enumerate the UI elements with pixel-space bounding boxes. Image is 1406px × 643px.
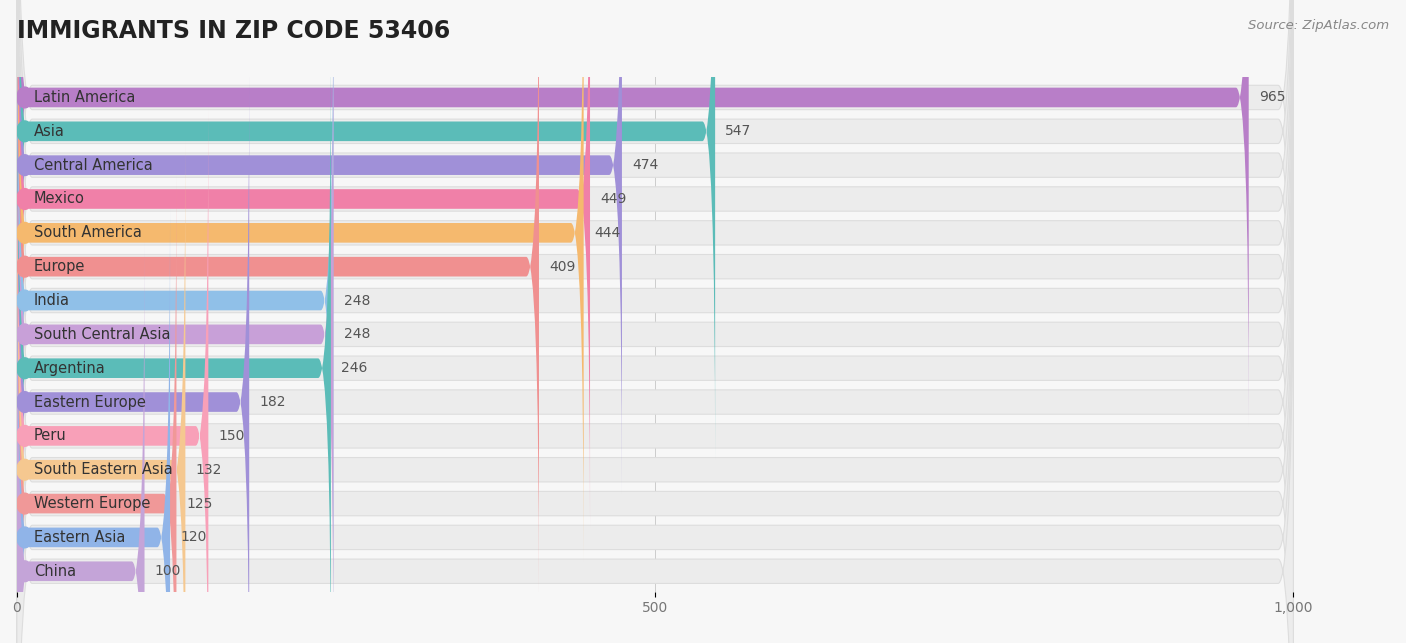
Ellipse shape <box>17 87 32 108</box>
FancyBboxPatch shape <box>17 76 1294 643</box>
FancyBboxPatch shape <box>17 0 583 561</box>
Text: Mexico: Mexico <box>34 192 84 206</box>
Ellipse shape <box>17 392 32 412</box>
Text: 100: 100 <box>155 565 181 578</box>
FancyBboxPatch shape <box>17 209 170 643</box>
FancyBboxPatch shape <box>17 0 716 460</box>
Text: South America: South America <box>34 225 142 240</box>
Text: Eastern Asia: Eastern Asia <box>34 530 125 545</box>
Text: 182: 182 <box>260 395 285 409</box>
FancyBboxPatch shape <box>17 0 1294 643</box>
FancyBboxPatch shape <box>17 242 145 643</box>
FancyBboxPatch shape <box>17 0 333 629</box>
Text: Latin America: Latin America <box>34 90 135 105</box>
FancyBboxPatch shape <box>17 6 333 643</box>
FancyBboxPatch shape <box>17 0 1249 426</box>
Text: 132: 132 <box>195 463 222 476</box>
FancyBboxPatch shape <box>17 0 1294 627</box>
Text: 125: 125 <box>187 496 214 511</box>
FancyBboxPatch shape <box>17 0 1294 525</box>
Text: South Central Asia: South Central Asia <box>34 327 170 342</box>
FancyBboxPatch shape <box>17 0 621 494</box>
FancyBboxPatch shape <box>17 143 1294 643</box>
FancyBboxPatch shape <box>17 0 1294 593</box>
FancyBboxPatch shape <box>17 42 1294 643</box>
FancyBboxPatch shape <box>17 110 1294 643</box>
FancyBboxPatch shape <box>17 141 186 643</box>
FancyBboxPatch shape <box>17 0 1294 643</box>
Text: 120: 120 <box>180 530 207 545</box>
FancyBboxPatch shape <box>17 0 1294 491</box>
Text: 409: 409 <box>550 260 575 274</box>
Text: 965: 965 <box>1258 91 1285 104</box>
Ellipse shape <box>17 121 32 141</box>
FancyBboxPatch shape <box>17 107 208 643</box>
FancyBboxPatch shape <box>17 0 538 595</box>
FancyBboxPatch shape <box>17 0 1294 559</box>
Text: 547: 547 <box>725 124 752 138</box>
Ellipse shape <box>17 188 32 210</box>
Text: 150: 150 <box>218 429 245 443</box>
Text: South Eastern Asia: South Eastern Asia <box>34 462 173 477</box>
Text: 246: 246 <box>342 361 367 376</box>
Text: 444: 444 <box>593 226 620 240</box>
FancyBboxPatch shape <box>17 175 176 643</box>
Ellipse shape <box>17 290 32 311</box>
Text: 474: 474 <box>633 158 658 172</box>
Ellipse shape <box>17 527 32 548</box>
Text: China: China <box>34 564 76 579</box>
Text: Asia: Asia <box>34 124 65 139</box>
Text: Eastern Europe: Eastern Europe <box>34 395 146 410</box>
Text: 248: 248 <box>343 293 370 307</box>
Text: 449: 449 <box>600 192 627 206</box>
Ellipse shape <box>17 222 32 243</box>
Text: IMMIGRANTS IN ZIP CODE 53406: IMMIGRANTS IN ZIP CODE 53406 <box>17 19 450 43</box>
Text: Source: ZipAtlas.com: Source: ZipAtlas.com <box>1249 19 1389 32</box>
FancyBboxPatch shape <box>17 0 1294 643</box>
Text: Argentina: Argentina <box>34 361 105 376</box>
Ellipse shape <box>17 358 32 379</box>
Ellipse shape <box>17 459 32 480</box>
FancyBboxPatch shape <box>17 8 1294 643</box>
Ellipse shape <box>17 257 32 277</box>
FancyBboxPatch shape <box>17 0 591 528</box>
FancyBboxPatch shape <box>17 0 1294 643</box>
FancyBboxPatch shape <box>17 40 330 643</box>
Ellipse shape <box>17 493 32 514</box>
Ellipse shape <box>17 561 32 582</box>
FancyBboxPatch shape <box>17 177 1294 643</box>
FancyBboxPatch shape <box>17 73 249 643</box>
Ellipse shape <box>17 324 32 345</box>
Ellipse shape <box>17 426 32 446</box>
Text: Central America: Central America <box>34 158 152 173</box>
Text: Europe: Europe <box>34 259 86 274</box>
Text: Western Europe: Western Europe <box>34 496 150 511</box>
Text: Peru: Peru <box>34 428 66 444</box>
Text: 248: 248 <box>343 327 370 341</box>
Text: India: India <box>34 293 70 308</box>
Ellipse shape <box>17 155 32 176</box>
